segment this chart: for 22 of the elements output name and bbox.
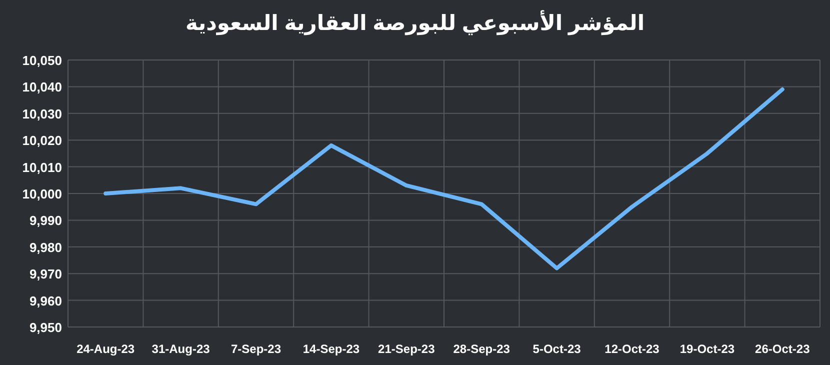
x-tick-label: 26-Oct-23 bbox=[755, 342, 810, 356]
x-tick-label: 7-Sep-23 bbox=[230, 342, 282, 356]
x-tick-label: 5-Oct-23 bbox=[532, 342, 582, 356]
y-tick-label: 9,970 bbox=[29, 266, 62, 282]
x-tick-label: 14-Sep-23 bbox=[302, 342, 360, 356]
y-tick-label: 9,950 bbox=[29, 320, 62, 335]
x-tick-label: 28-Sep-23 bbox=[453, 342, 510, 356]
y-tick-label: 9,960 bbox=[29, 293, 62, 308]
x-tick-label: 12-Oct-23 bbox=[604, 342, 660, 356]
y-tick-label: 10,020 bbox=[22, 133, 62, 148]
y-tick-label: 10,050 bbox=[22, 53, 62, 68]
x-tick-label: 31-Aug-23 bbox=[152, 342, 210, 356]
chart-title: المؤشر الأسبوعي للبورصة العقارية السعودية bbox=[185, 10, 645, 36]
y-tick-label: 9,990 bbox=[29, 213, 62, 228]
y-tick-label: 10,000 bbox=[22, 186, 62, 202]
y-tick-label: 9,980 bbox=[29, 240, 62, 255]
x-tick-label: 19-Oct-23 bbox=[680, 342, 735, 356]
y-tick-label: 10,030 bbox=[22, 106, 62, 122]
y-tick-label: 10,010 bbox=[22, 160, 62, 175]
x-tick-label: 21-Sep-23 bbox=[378, 342, 436, 356]
x-tick-label: 24-Aug-23 bbox=[76, 342, 135, 356]
y-tick-label: 10,040 bbox=[22, 80, 62, 95]
